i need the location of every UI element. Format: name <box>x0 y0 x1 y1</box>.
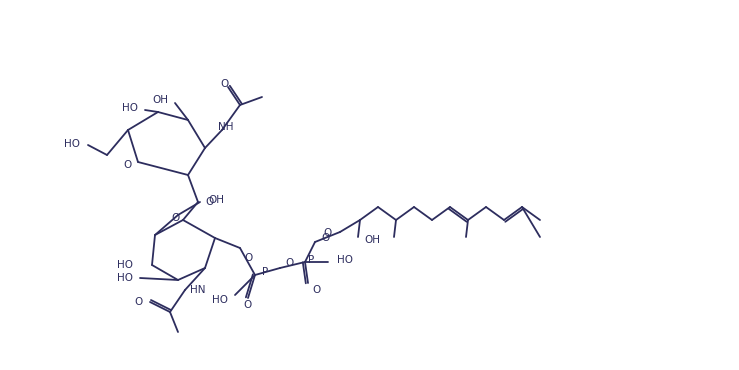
Text: HO: HO <box>117 260 133 270</box>
Text: P: P <box>308 255 314 265</box>
Text: O: O <box>205 197 214 207</box>
Text: P: P <box>262 267 268 277</box>
Text: HO: HO <box>212 295 228 305</box>
Text: HN: HN <box>190 285 205 295</box>
Text: OH: OH <box>208 195 224 205</box>
Text: O: O <box>171 213 180 223</box>
Text: HO: HO <box>122 103 138 113</box>
Text: HO: HO <box>117 273 133 283</box>
Text: O: O <box>123 160 132 170</box>
Text: O: O <box>324 228 332 238</box>
Text: OH: OH <box>152 95 168 105</box>
Text: O: O <box>243 300 251 310</box>
Text: OH: OH <box>364 235 380 245</box>
Text: O: O <box>286 258 294 268</box>
Text: HO: HO <box>337 255 353 265</box>
Text: O: O <box>312 285 320 295</box>
Text: O: O <box>321 233 330 243</box>
Text: HO: HO <box>64 139 80 149</box>
Text: NH: NH <box>218 122 234 132</box>
Text: O: O <box>220 79 228 89</box>
Text: O: O <box>134 297 143 307</box>
Text: O: O <box>244 253 252 263</box>
